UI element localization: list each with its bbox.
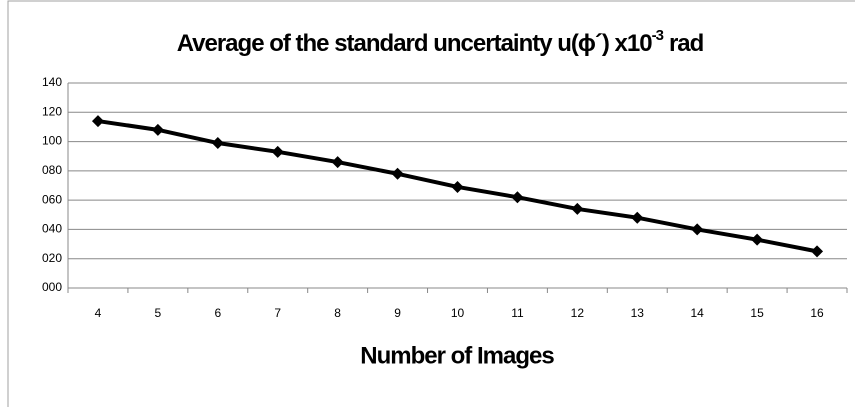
data-point bbox=[751, 233, 764, 246]
data-point bbox=[271, 145, 284, 158]
x-tick-label: 7 bbox=[274, 306, 281, 320]
x-axis-title: Number of Images bbox=[360, 342, 554, 369]
title-text: Average of the standard uncertainty u(ϕ´… bbox=[177, 30, 653, 57]
x-tick-label: 16 bbox=[810, 306, 824, 320]
x-tick-label: 6 bbox=[214, 306, 221, 320]
data-point bbox=[571, 202, 584, 215]
x-tick-label: 13 bbox=[631, 306, 645, 320]
x-tick-label: 4 bbox=[95, 306, 102, 320]
x-tick-label: 15 bbox=[750, 306, 764, 320]
title-suffix: rad bbox=[669, 30, 704, 57]
data-point bbox=[811, 245, 824, 258]
y-tick-label: 140 bbox=[42, 75, 62, 89]
x-tick-label: 12 bbox=[571, 306, 585, 320]
y-tick-label: 120 bbox=[42, 104, 62, 118]
x-tick-label: 8 bbox=[334, 306, 341, 320]
y-tick-label: 080 bbox=[42, 163, 62, 177]
y-tick-label: 060 bbox=[42, 192, 62, 206]
data-point bbox=[211, 137, 224, 150]
data-point bbox=[331, 156, 344, 169]
data-point bbox=[511, 191, 524, 204]
title-superscript: -3 bbox=[652, 27, 664, 44]
x-tick-label: 10 bbox=[451, 306, 465, 320]
x-tick-label: 11 bbox=[511, 306, 524, 320]
data-point bbox=[91, 115, 104, 128]
data-point bbox=[151, 123, 164, 136]
x-tick-label: 9 bbox=[394, 306, 401, 320]
x-tick-label: 5 bbox=[155, 306, 162, 320]
data-point bbox=[691, 223, 704, 236]
chart-border bbox=[7, 0, 855, 407]
y-tick-label: 040 bbox=[42, 222, 62, 236]
data-point bbox=[451, 180, 464, 193]
x-tick-label: 14 bbox=[691, 306, 705, 320]
data-point bbox=[631, 211, 644, 224]
y-tick-label: 100 bbox=[42, 134, 62, 148]
chart-title: Average of the standard uncertainty u(ϕ´… bbox=[177, 27, 704, 57]
data-point bbox=[391, 167, 404, 180]
y-tick-label: 020 bbox=[42, 251, 62, 265]
y-tick-label: 000 bbox=[42, 280, 62, 294]
